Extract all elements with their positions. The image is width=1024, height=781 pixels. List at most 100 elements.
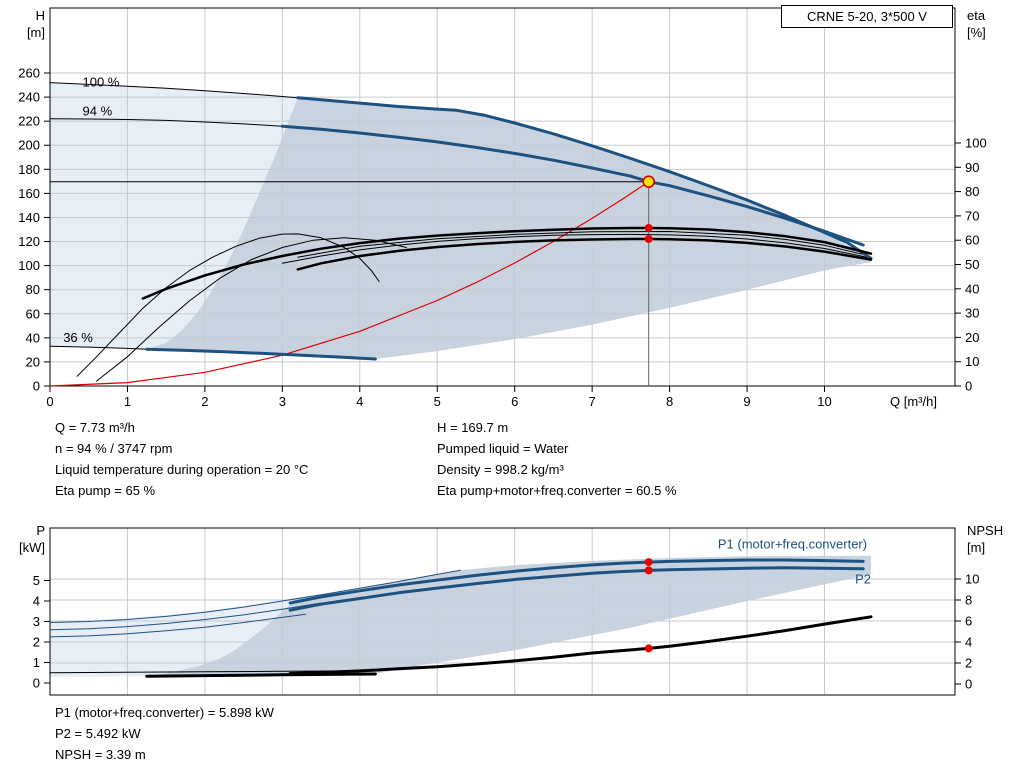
tick-label-left: 3 bbox=[33, 614, 40, 629]
tick-label-right: 0 bbox=[965, 677, 972, 692]
info-line-p1: P1 (motor+freq.converter) = 5.898 kW bbox=[55, 705, 274, 720]
tick-label-x: 0 bbox=[46, 394, 53, 409]
eta-total-curve bbox=[296, 237, 873, 271]
info-line-head: H = 169.7 m bbox=[437, 420, 509, 435]
axis-title-left: P bbox=[36, 523, 45, 538]
tick-label-right: 0 bbox=[965, 379, 972, 394]
tick-label-right: 60 bbox=[965, 233, 979, 248]
tick-label-x: 8 bbox=[666, 394, 673, 409]
info-line-eta-pump: Eta pump = 65 % bbox=[55, 483, 156, 498]
tick-label-x: 4 bbox=[356, 394, 363, 409]
tick-label-x: 6 bbox=[511, 394, 518, 409]
tick-label-left: 220 bbox=[18, 114, 40, 129]
axis-title-x: Q [m³/h] bbox=[890, 394, 937, 409]
envelope-allowed-operating-area bbox=[146, 97, 872, 360]
eta-total-point bbox=[644, 235, 653, 243]
axis-title-left: [m] bbox=[27, 25, 45, 40]
p-min-thin bbox=[49, 670, 376, 674]
eta-pump-curve bbox=[141, 226, 873, 300]
qh-94pct-thin bbox=[49, 118, 283, 127]
system-curve bbox=[49, 181, 650, 387]
tick-label-left: 0 bbox=[33, 379, 40, 394]
qh-36pct-thin bbox=[49, 345, 148, 350]
tick-label-left: 260 bbox=[18, 66, 40, 81]
npsh-curve bbox=[288, 615, 873, 675]
eta-thin-a bbox=[297, 231, 868, 258]
tick-label-left: 140 bbox=[18, 210, 40, 225]
power-envelope-dark bbox=[146, 555, 872, 677]
p-thin-2 bbox=[49, 602, 322, 631]
info-line-temperature: Liquid temperature during operation = 20… bbox=[55, 462, 309, 477]
tick-label-right: 4 bbox=[965, 635, 972, 650]
eta-pump-point bbox=[644, 224, 653, 232]
npsh-point bbox=[644, 644, 653, 653]
tick-label-right: 40 bbox=[965, 281, 979, 296]
tick-label-left: 2 bbox=[33, 635, 40, 650]
qh-94pct-thick bbox=[280, 124, 865, 247]
tick-label-left: 60 bbox=[26, 306, 40, 321]
tick-label-left: 20 bbox=[26, 354, 40, 369]
duty-info-right: H = 169.7 m Pumped liquid = Water Densit… bbox=[437, 417, 677, 501]
tick-label-right: 90 bbox=[965, 160, 979, 175]
axis-title-right: [m] bbox=[967, 540, 985, 555]
duty-info-left: Q = 7.73 m³/h n = 94 % / 3747 rpm Liquid… bbox=[55, 417, 308, 501]
info-line-speed: n = 94 % / 3747 rpm bbox=[55, 441, 173, 456]
tick-label-left: 200 bbox=[18, 138, 40, 153]
tick-label-right: 80 bbox=[965, 184, 979, 199]
p-min-thick bbox=[145, 672, 377, 678]
axis-title-left: [kW] bbox=[19, 540, 45, 555]
tick-label-right: 100 bbox=[965, 136, 987, 151]
operating-point bbox=[642, 175, 656, 188]
tick-label-left: 100 bbox=[18, 258, 40, 273]
tick-label-left: 1 bbox=[33, 655, 40, 670]
info-line-p2: P2 = 5.492 kW bbox=[55, 726, 141, 741]
label-100pct: 100 % bbox=[83, 74, 120, 89]
tick-label-left: 4 bbox=[33, 594, 40, 609]
tick-label-right: 20 bbox=[965, 330, 979, 345]
axis-title-right: NPSH bbox=[967, 523, 1003, 538]
p2-point bbox=[644, 566, 653, 575]
tick-label-left: 240 bbox=[18, 90, 40, 105]
p-thin-3 bbox=[49, 613, 307, 638]
tick-label-left: 5 bbox=[33, 573, 40, 588]
eta-36pct-arc bbox=[76, 233, 380, 377]
p1-point bbox=[644, 558, 653, 567]
tick-label-x: 5 bbox=[434, 394, 441, 409]
info-line-density: Density = 998.2 kg/m³ bbox=[437, 462, 564, 477]
info-line-npsh: NPSH = 3.39 m bbox=[55, 747, 146, 762]
tick-label-left: 180 bbox=[18, 162, 40, 177]
tick-label-x: 1 bbox=[124, 394, 131, 409]
tick-label-x: 7 bbox=[589, 394, 596, 409]
label-36pct: 36 % bbox=[63, 330, 93, 345]
info-line-liquid: Pumped liquid = Water bbox=[437, 441, 569, 456]
tick-label-x: 9 bbox=[743, 394, 750, 409]
qh-100pct-thick bbox=[296, 96, 873, 260]
p2-curve bbox=[288, 566, 865, 612]
plot-frame bbox=[49, 527, 956, 696]
label-p2: P2 bbox=[855, 572, 871, 587]
axis-title-right: eta bbox=[967, 8, 986, 23]
tick-label-right: 8 bbox=[965, 593, 972, 608]
p1-curve bbox=[288, 558, 865, 605]
tick-label-x: 2 bbox=[201, 394, 208, 409]
tick-label-right: 50 bbox=[965, 257, 979, 272]
tick-label-right: 70 bbox=[965, 208, 979, 223]
tick-label-left: 120 bbox=[18, 234, 40, 249]
tick-label-right: 2 bbox=[965, 656, 972, 671]
eta-thin-b bbox=[281, 233, 868, 264]
axis-title-left: H bbox=[36, 8, 45, 23]
tick-label-left: 40 bbox=[26, 330, 40, 345]
tick-label-right: 30 bbox=[965, 306, 979, 321]
plot-frame bbox=[49, 7, 956, 387]
qh-36pct-thick bbox=[145, 347, 377, 361]
power-info: P1 (motor+freq.converter) = 5.898 kW P2 … bbox=[55, 702, 274, 765]
info-line-eta-total: Eta pump+motor+freq.converter = 60.5 % bbox=[437, 483, 677, 498]
tick-label-left: 0 bbox=[33, 676, 40, 691]
axis-title-right: [%] bbox=[967, 25, 986, 40]
tick-label-right: 10 bbox=[965, 572, 979, 587]
tick-label-x: 10 bbox=[817, 394, 831, 409]
tick-label-x: 3 bbox=[279, 394, 286, 409]
eta-mid-speed-arc bbox=[96, 237, 407, 382]
